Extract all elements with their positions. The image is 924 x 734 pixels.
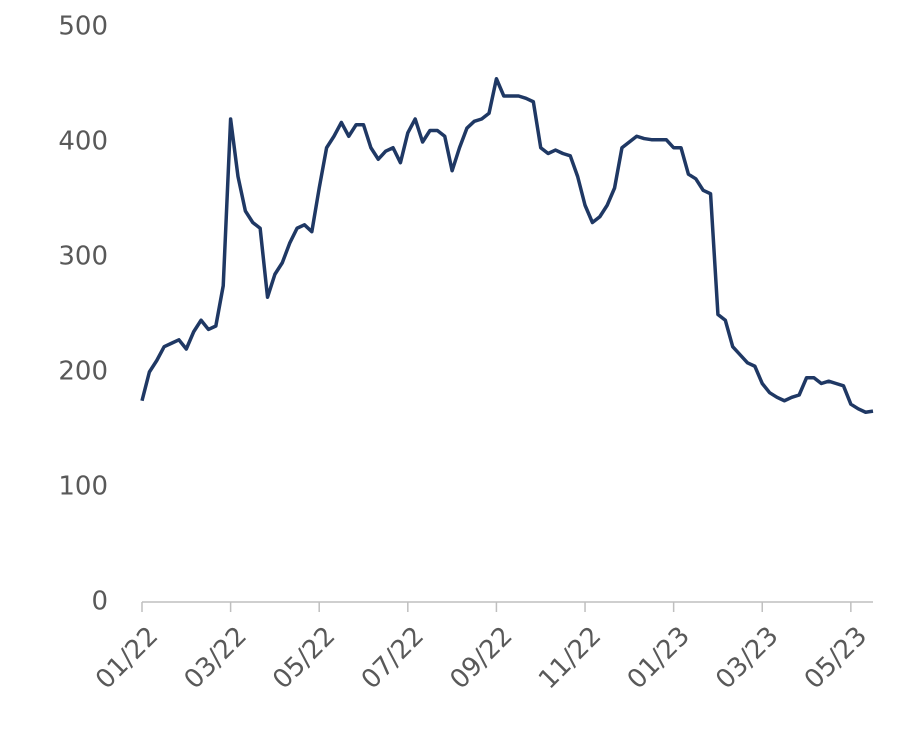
x-tick-label: 03/22 (179, 621, 253, 695)
x-tick-label: 07/22 (356, 621, 430, 695)
x-tick-label: 01/23 (622, 621, 696, 695)
y-tick-label: 0 (91, 587, 108, 617)
x-tick-label: 09/22 (444, 621, 518, 695)
x-tick-label: 01/22 (90, 621, 164, 695)
x-tick-label: 05/23 (799, 621, 873, 695)
y-tick-label: 500 (58, 12, 108, 42)
y-tick-label: 300 (58, 242, 108, 272)
y-tick-label: 100 (58, 472, 108, 502)
x-tick-label: 11/22 (533, 621, 607, 695)
y-tick-label: 200 (58, 357, 108, 387)
x-tick-label: 05/22 (267, 621, 341, 695)
x-tick-label: 03/23 (710, 621, 784, 695)
y-tick-label: 400 (58, 127, 108, 157)
data-line (140, 77, 874, 414)
